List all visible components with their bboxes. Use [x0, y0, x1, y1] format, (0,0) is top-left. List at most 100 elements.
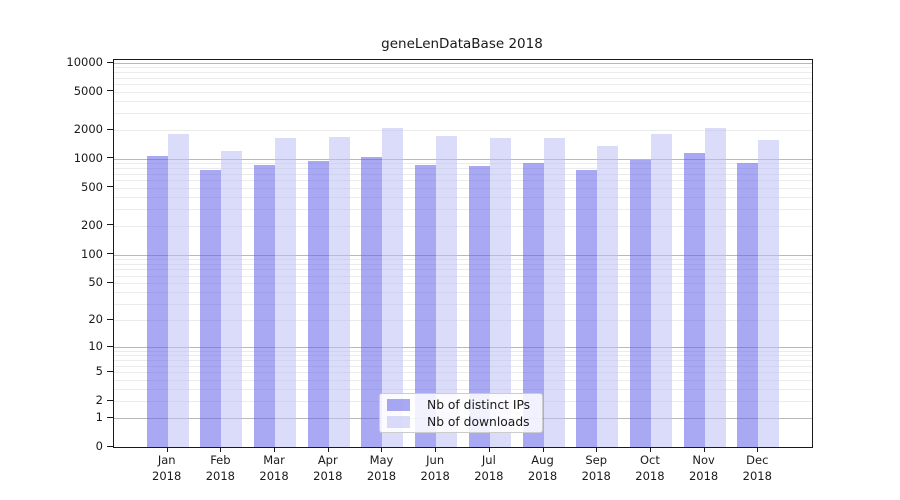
x-tick-label: Dec 2018: [730, 452, 784, 484]
x-tick-month: Nov: [692, 453, 715, 467]
gridline-minor: [114, 113, 812, 115]
gridline-minor: [114, 263, 812, 265]
gridline-minor: [114, 355, 812, 357]
y-tick-mark: [107, 157, 113, 159]
legend-swatch-downloads-icon: [387, 415, 410, 428]
bar-downloads-jun: [436, 135, 458, 447]
y-tick-mark: [107, 416, 113, 418]
x-tick-label: Aug 2018: [516, 452, 570, 484]
bar-downloads-mar: [275, 137, 297, 447]
x-tick-label: Sep 2018: [569, 452, 623, 484]
bar-distinct-ips-jun: [415, 165, 437, 447]
x-tick-month: Apr: [317, 453, 338, 467]
x-tick-month: Jun: [426, 453, 445, 467]
chart-title: geneLenDataBase 2018: [381, 36, 543, 52]
gridline-minor: [114, 180, 812, 182]
legend: Nb of distinct IPs Nb of downloads: [379, 393, 543, 433]
bar-distinct-ips-jan: [146, 155, 168, 447]
gridline-minor: [114, 72, 812, 74]
x-tick-month: Feb: [210, 453, 231, 467]
bar-distinct-ips-may: [361, 157, 383, 447]
x-tick-year: 2018: [366, 469, 397, 483]
x-tick-year: 2018: [688, 469, 719, 483]
gridline-minor: [114, 84, 812, 86]
y-tick-mark: [107, 186, 113, 188]
y-tick-mark: [107, 318, 113, 320]
gridline-minor: [114, 292, 812, 294]
x-tick-label: Jan 2018: [140, 452, 194, 484]
gridline-minor: [114, 389, 812, 391]
y-tick-mark: [107, 445, 113, 447]
x-tick-mark: [381, 447, 383, 452]
y-tick-mark: [107, 61, 113, 63]
bar-distinct-ips-mar: [254, 165, 276, 447]
y-tick-mark: [107, 399, 113, 401]
bar-downloads-jan: [167, 134, 189, 447]
gridline-minor: [114, 351, 812, 352]
x-tick-month: Dec: [746, 453, 769, 467]
y-tick-label: 2: [95, 393, 103, 408]
bar-distinct-ips-apr: [307, 161, 329, 447]
x-tick-year: 2018: [152, 469, 182, 483]
x-tick-year: 2018: [474, 469, 504, 483]
bar-distinct-ips-aug: [522, 162, 544, 447]
gridline-minor: [114, 197, 812, 199]
legend-item-downloads: Nb of downloads: [380, 415, 542, 429]
x-tick-month: Aug: [531, 453, 554, 467]
x-tick-year: 2018: [259, 469, 289, 483]
y-tick-mark: [107, 253, 113, 255]
x-tick-month: May: [369, 453, 394, 467]
bar-downloads-may: [382, 128, 404, 447]
y-tick-label: 1: [95, 410, 103, 425]
bar-downloads-jul: [489, 137, 511, 447]
legend-label-downloads: Nb of downloads: [427, 414, 530, 429]
gridline-minor: [114, 225, 812, 227]
legend-swatch-distinct-ips-icon: [387, 398, 410, 411]
gridline-major: [114, 347, 812, 349]
x-tick-mark: [488, 447, 490, 452]
x-tick-mark: [166, 447, 168, 452]
gridline-minor: [114, 209, 812, 211]
x-tick-year: 2018: [742, 469, 772, 483]
gridline-minor: [114, 275, 812, 277]
x-tick-mark: [757, 447, 759, 452]
x-tick-mark: [327, 447, 329, 452]
gridline-minor: [114, 130, 812, 132]
y-tick-label: 5000: [73, 83, 103, 98]
gridline-minor: [114, 365, 812, 367]
bar-downloads-dec: [758, 140, 780, 447]
x-tick-mark: [435, 447, 437, 452]
gridline-minor: [114, 379, 812, 381]
gridline-minor: [114, 67, 812, 69]
gridline-minor: [114, 77, 812, 79]
bar-downloads-sep: [597, 145, 619, 447]
gridline-minor: [114, 303, 812, 305]
y-tick-mark: [107, 224, 113, 226]
gridline-major: [114, 63, 812, 65]
y-tick-label: 0: [95, 439, 103, 453]
x-tick-mark: [703, 447, 705, 452]
x-tick-month: Jul: [481, 453, 496, 467]
x-tick-year: 2018: [581, 469, 611, 483]
x-tick-label: Nov 2018: [677, 452, 731, 484]
gridline-minor: [114, 372, 812, 374]
legend-label-distinct-ips: Nb of distinct IPs: [427, 397, 531, 412]
gridline-major: [114, 254, 812, 256]
y-tick-label: 2000: [73, 122, 103, 137]
y-tick-label: 20: [88, 312, 103, 327]
gridline-minor: [114, 269, 812, 271]
x-tick-month: Sep: [585, 453, 608, 467]
y-tick-label: 10000: [66, 55, 103, 70]
gridline-minor: [114, 173, 812, 175]
y-tick-mark: [107, 281, 113, 283]
x-tick-year: 2018: [205, 469, 236, 483]
x-tick-month: Jan: [157, 453, 176, 467]
bar-distinct-ips-sep: [576, 169, 598, 447]
y-tick-mark: [107, 90, 113, 92]
gridline-minor: [114, 258, 812, 260]
x-tick-month: Mar: [263, 453, 285, 467]
x-tick-mark: [596, 447, 598, 452]
x-tick-mark: [220, 447, 222, 452]
x-tick-mark: [542, 447, 544, 452]
bar-downloads-apr: [328, 137, 350, 447]
